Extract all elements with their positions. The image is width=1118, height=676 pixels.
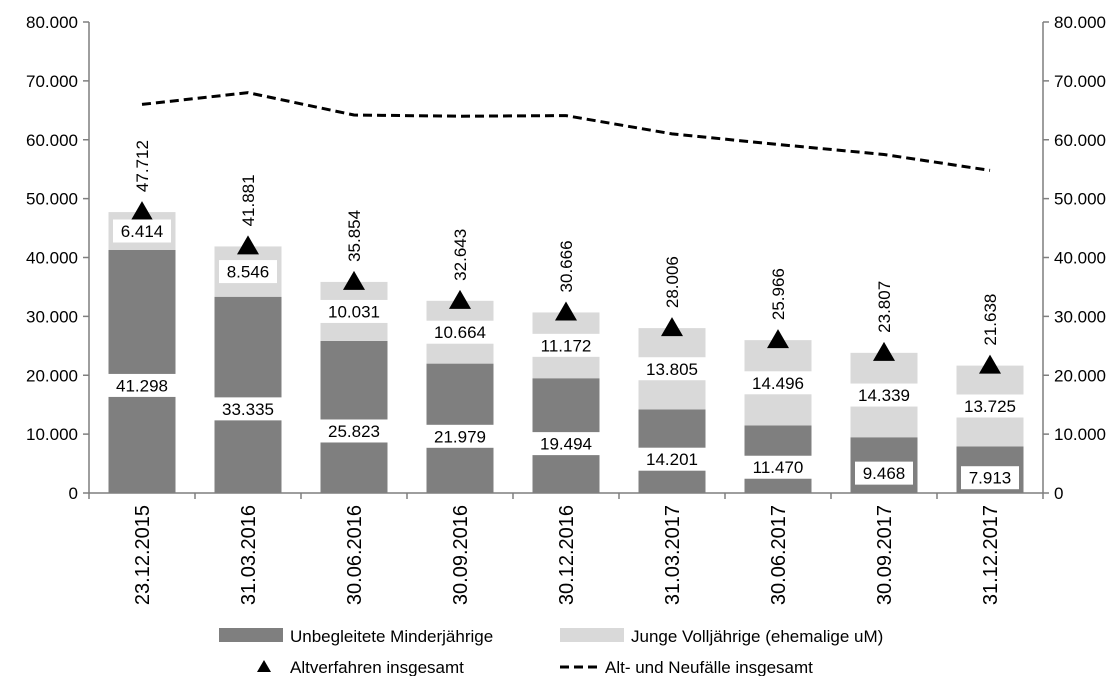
y-tick-label-left: 0 [69,484,78,503]
y-tick-label-right: 80.000 [1054,13,1106,32]
data-labels: 41.298 6.414 33.335 8.546 25.823 10.031 21.979… [108,219,1024,490]
data-label-minderjaehrige: 14.201 [646,450,698,469]
data-label-box [532,333,600,357]
markers: 47.712 41.881 35.854 32.643 30.666 28.006 25.9… [131,140,1001,374]
marker-altverfahren [767,329,789,349]
data-label-box [744,455,812,479]
data-label-minderjaehrige: 11.470 [753,458,804,477]
legend-swatch-volljaehrige [560,628,624,642]
axes: 0 0 10.000 10.000 20.000 20.000 30.000 30.000 40… [26,13,1106,605]
data-label-altverfahren: 23.807 [875,281,894,333]
x-tick-label: 31.03.2017 [662,505,684,605]
y-tick-label-right: 0 [1054,484,1063,503]
total-line [141,91,991,172]
y-tick-label-right: 40.000 [1054,249,1106,268]
data-label-box [320,299,388,323]
data-label-minderjaehrige: 21.979 [434,427,486,446]
legend: Unbegleitete Minderjährige Junge Volljähr… [219,627,883,676]
legend-label-volljaehrige: Junge Volljährige (ehemalige uM) [631,627,883,646]
data-label-box [532,432,600,456]
data-label-minderjaehrige: 9.468 [863,464,906,483]
x-tick-label: 30.09.2017 [874,505,896,605]
data-label-box [956,394,1024,418]
y-tick-label-left: 30.000 [26,307,78,326]
marker-altverfahren [237,235,259,255]
y-tick-label-left: 10.000 [26,425,78,444]
y-tick-label-left: 50.000 [26,190,78,209]
data-label-volljaehrige: 11.172 [541,336,592,355]
data-label-minderjaehrige: 25.823 [328,422,380,441]
data-label-minderjaehrige: 41.298 [116,376,168,395]
bar-unbegleitete-minderjaehrige [320,340,388,493]
data-label-volljaehrige: 13.805 [646,360,698,379]
marker-altverfahren [449,289,471,309]
y-tick-label-left: 80.000 [26,13,78,32]
marker-altverfahren [131,201,153,221]
data-label-minderjaehrige: 33.335 [222,400,274,419]
x-tick-label: 23.12.2015 [132,505,154,605]
legend-swatch-minderjaehrige [219,628,283,642]
marker-altverfahren [873,341,895,361]
y-tick-label-left: 70.000 [26,72,78,91]
data-label-box [320,419,388,443]
marker-altverfahren [661,317,683,337]
marker-altverfahren [343,270,365,290]
x-tick-label: 31.03.2016 [238,505,260,605]
data-label-altverfahren: 32.643 [451,229,470,281]
legend-marker-altverfahren [257,660,271,672]
y-tick-label-right: 30.000 [1054,307,1106,326]
data-label-altverfahren: 47.712 [133,140,152,192]
data-label-box [961,466,1019,490]
x-tick-label: 30.09.2016 [450,505,472,605]
data-label-altverfahren: 30.666 [557,240,576,292]
x-tick-label: 31.12.2017 [980,505,1002,605]
data-label-box [214,397,282,421]
marker-altverfahren [555,301,577,321]
data-label-box [108,373,176,397]
data-label-volljaehrige: 6.414 [121,222,164,241]
y-tick-label-left: 60.000 [26,131,78,150]
data-label-box [219,260,277,284]
data-label-volljaehrige: 10.031 [328,302,380,321]
data-label-volljaehrige: 14.339 [858,386,910,405]
data-label-box [638,447,706,471]
data-label-altverfahren: 25.966 [769,268,788,320]
data-label-box [744,371,812,395]
data-label-altverfahren: 35.854 [345,210,364,262]
data-label-box [855,461,913,485]
data-label-volljaehrige: 10.664 [434,323,486,342]
data-label-volljaehrige: 14.496 [752,374,804,393]
x-tick-label: 30.06.2017 [768,505,790,605]
x-tick-label: 30.12.2016 [556,505,578,605]
data-label-box [850,383,918,407]
y-tick-label-right: 10.000 [1054,425,1106,444]
data-label-box [426,424,494,448]
x-tick-label: 30.06.2016 [344,505,366,605]
data-label-volljaehrige: 13.725 [964,397,1016,416]
series-line-alt-und-neufaelle [141,91,991,172]
y-tick-label-right: 50.000 [1054,190,1106,209]
data-label-altverfahren: 21.638 [981,294,1000,346]
bar-unbegleitete-minderjaehrige [214,296,282,493]
y-tick-label-left: 20.000 [26,366,78,385]
data-label-box [426,320,494,344]
y-tick-label-right: 60.000 [1054,131,1106,150]
data-label-altverfahren: 28.006 [663,256,682,308]
marker-altverfahren [979,354,1001,374]
legend-label-alt-und-neufaelle: Alt- und Neufälle insgesamt [605,658,813,676]
data-label-minderjaehrige: 7.913 [969,469,1012,488]
y-tick-label-right: 20.000 [1054,366,1106,385]
y-tick-label-left: 40.000 [26,249,78,268]
legend-label-minderjaehrige: Unbegleitete Minderjährige [290,627,493,646]
data-label-altverfahren: 41.881 [239,174,258,226]
y-tick-label-right: 70.000 [1054,72,1106,91]
data-label-box [113,219,171,243]
bar-unbegleitete-minderjaehrige [108,249,176,493]
legend-label-altverfahren: Altverfahren insgesamt [290,658,464,676]
data-label-volljaehrige: 8.546 [227,263,270,282]
data-label-minderjaehrige: 19.494 [540,435,592,454]
data-label-box [638,357,706,381]
